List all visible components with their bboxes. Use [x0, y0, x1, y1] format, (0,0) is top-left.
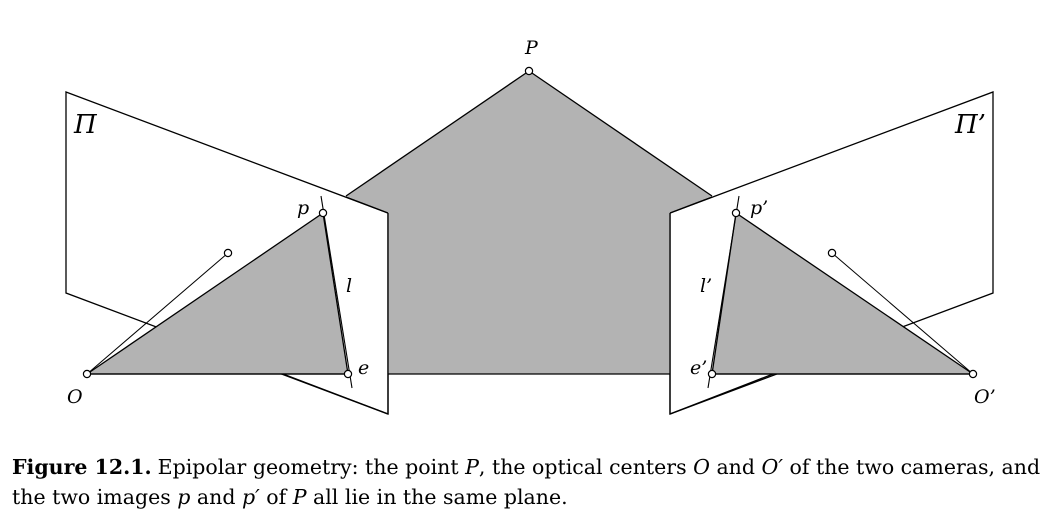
point-O: [82, 369, 92, 379]
left-plane-top-edge: [345, 196, 389, 214]
label-l: l: [346, 275, 352, 297]
point-p-prime: [731, 208, 741, 218]
epipolar-plane-center: [346, 71, 712, 374]
caption-var-O-prime: O′: [761, 455, 783, 479]
label-O: O: [67, 386, 83, 408]
caption-text-2: , the optical centers: [478, 455, 694, 479]
label-P: P: [524, 37, 539, 59]
caption-text-4: of the two cameras, and the two images: [12, 455, 1041, 509]
caption-text-1: Epipolar geometry: the point: [157, 455, 466, 479]
label-O-prime: O’: [974, 386, 996, 408]
figure-caption: Figure 12.1. Epipolar geometry: the point…: [12, 452, 1048, 512]
caption-text-3: and: [709, 455, 762, 479]
right-optical-axis: [831, 252, 974, 375]
left-plane-bottom-edge: [282, 373, 389, 415]
caption-var-P: P: [465, 455, 479, 479]
label-Pi-prime: Π’: [954, 110, 986, 140]
left-principal-point: [223, 248, 233, 258]
caption-text-5: and: [190, 485, 242, 509]
label-p-prime: p’: [750, 197, 768, 219]
label-e: e: [358, 357, 369, 379]
point-e-prime: [707, 369, 717, 379]
caption-text-6: of: [259, 485, 293, 509]
caption-var-P-2: P: [292, 485, 307, 509]
caption-label: Figure 12.1.: [12, 455, 152, 479]
point-e: [343, 369, 353, 379]
ray-P-to-right: [528, 70, 713, 197]
label-l-prime: l’: [700, 275, 712, 297]
caption-text-7: all lie in the same plane.: [306, 485, 568, 509]
epipolar-line-l-prime: [707, 195, 740, 389]
caption-var-O: O: [693, 455, 710, 479]
right-plane-bottom-edge: [669, 373, 774, 415]
ray-P-to-left: [345, 70, 530, 197]
left-optical-axis: [86, 252, 229, 375]
point-P: [524, 66, 534, 76]
epipolar-geometry-diagram: P O O’ p p’ e e’ l l’ Π Π’: [65, 37, 996, 415]
right-principal-point: [827, 248, 837, 258]
epipolar-line-l: [320, 195, 353, 389]
point-O-prime: [968, 369, 978, 379]
label-e-prime: e’: [690, 357, 707, 379]
point-p: [318, 208, 328, 218]
right-plane-top-edge: [669, 196, 713, 214]
label-Pi: Π: [73, 110, 98, 140]
caption-var-p: p: [177, 485, 191, 509]
label-p: p: [297, 197, 309, 219]
caption-var-p-prime: p′: [241, 485, 260, 509]
